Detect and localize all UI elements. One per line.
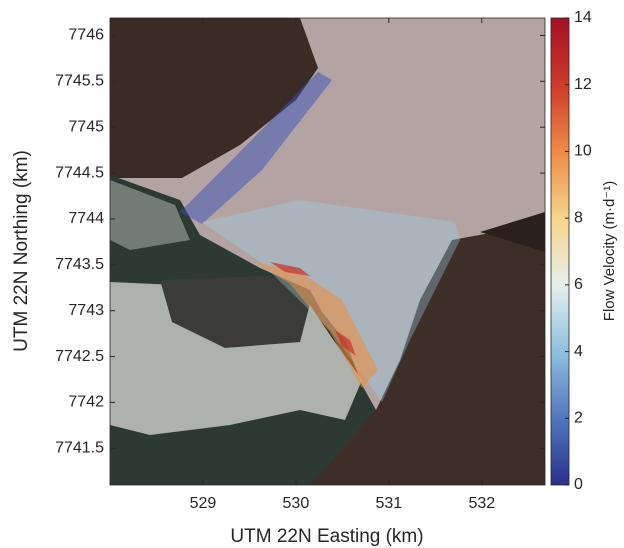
colorbar-tick-label: 14 [574,9,592,26]
satellite-image [110,18,545,485]
x-tick-label: 530 [283,495,310,512]
y-tick-label: 7745 [68,118,104,135]
x-axis-label: UTM 22N Easting (km) [230,526,423,547]
y-tick-label: 7743 [68,302,104,319]
y-tick-label: 7742 [68,394,104,411]
plot-frame [109,17,546,486]
colorbar [550,17,570,486]
colorbar-tick-label: 8 [574,209,583,226]
colorbar-tick-label: 4 [574,343,583,360]
y-tick-label: 7743.5 [55,256,104,273]
x-tick-label: 532 [468,495,495,512]
y-tick-label: 7745.5 [55,73,104,90]
colorbar-tick-label: 10 [574,143,592,160]
colorbar-tick-label: 2 [574,410,583,427]
y-tick-label: 7741.5 [55,440,104,457]
colorbar-tick-label: 6 [574,276,583,293]
y-axis-label: UTM 22N Northing (km) [11,150,32,352]
y-tick-label: 7746 [68,27,104,44]
x-tick-label: 531 [375,495,402,512]
colorbar-tick-label: 0 [574,476,583,493]
y-tick-label: 7744 [68,210,104,227]
colorbar-label: Flow Velocity (m·d⁻¹) [601,181,618,321]
y-tick-label: 7744.5 [55,164,104,181]
x-tick-label: 529 [190,495,217,512]
colorbar-tick-label: 12 [574,76,592,93]
y-tick-label: 7742.5 [55,348,104,365]
